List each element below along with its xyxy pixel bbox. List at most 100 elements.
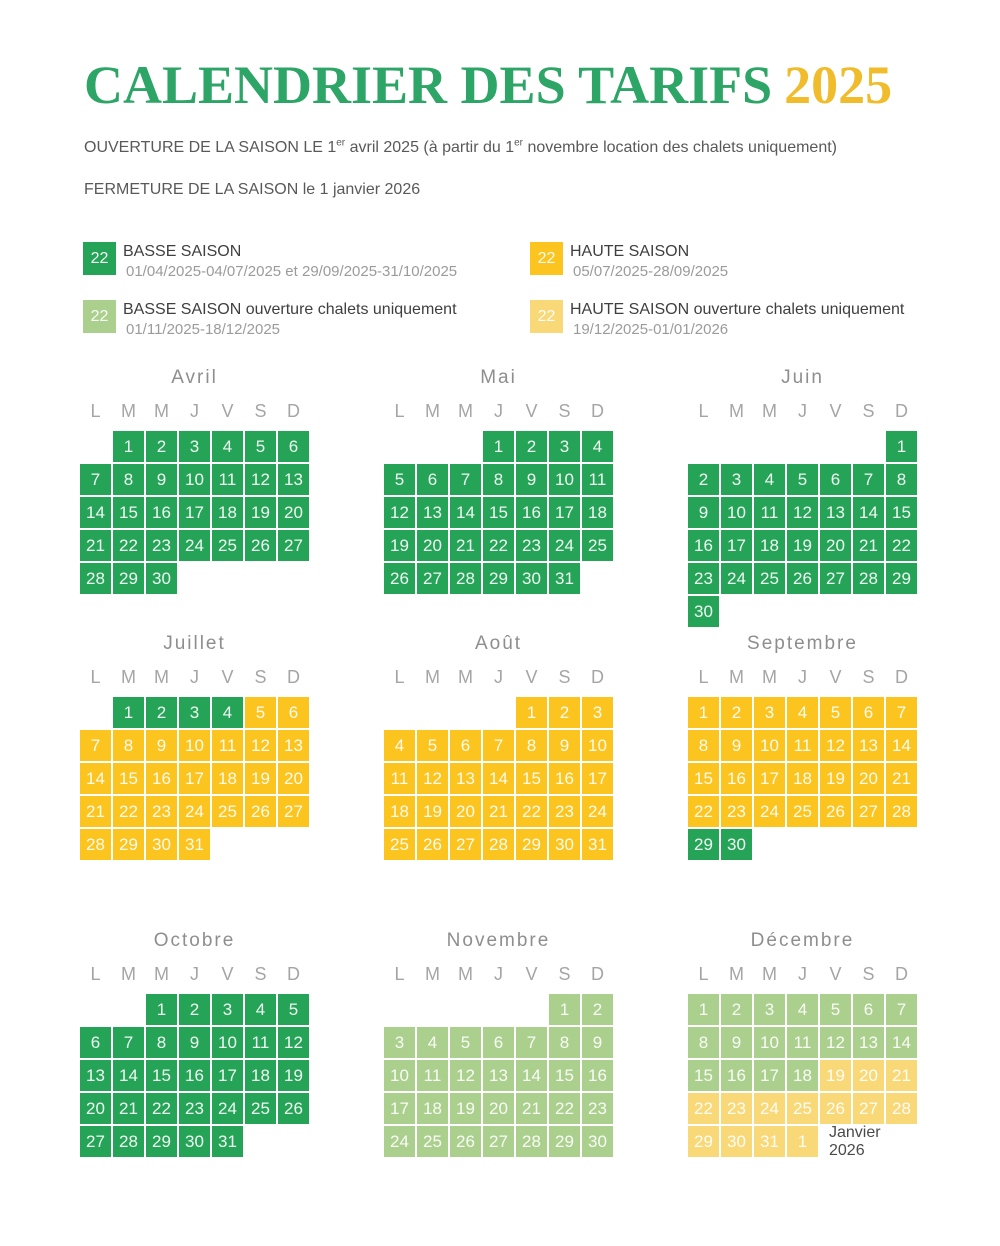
empty-cell bbox=[721, 431, 752, 462]
month-juin: Juin L M M J V S D 1 2 3 4 5 6 7 8 9 10 11 12 13 14 15 16 17 18 19… bbox=[688, 367, 917, 627]
weekday-letter: M bbox=[154, 667, 169, 687]
day-cell: 12 bbox=[278, 1027, 309, 1058]
day-cell: 21 bbox=[450, 530, 481, 561]
day-cell: 25 bbox=[245, 1093, 276, 1124]
day-cell: 21 bbox=[113, 1093, 144, 1124]
day-cell: 9 bbox=[179, 1027, 210, 1058]
empty-cell bbox=[582, 563, 613, 594]
empty-cell bbox=[278, 563, 309, 594]
day-cell: 25 bbox=[212, 530, 243, 561]
day-cell: 31 bbox=[754, 1126, 785, 1157]
day-cell: 6 bbox=[450, 730, 481, 761]
day-cell: 28 bbox=[113, 1126, 144, 1157]
day-cell: 14 bbox=[113, 1060, 144, 1091]
day-cell: 16 bbox=[146, 497, 177, 528]
day-cell: 13 bbox=[853, 730, 884, 761]
day-cell: 18 bbox=[787, 1060, 818, 1091]
day-cell: 2 bbox=[179, 994, 210, 1025]
weekday-letter: M bbox=[121, 667, 136, 687]
weekday-letter: D bbox=[591, 964, 604, 984]
weekday-letter: S bbox=[254, 964, 267, 984]
day-cell: 10 bbox=[212, 1027, 243, 1058]
day-cell: 23 bbox=[549, 796, 580, 827]
legend-dates: 05/07/2025-28/09/2025 bbox=[573, 263, 729, 280]
day-cell: 28 bbox=[450, 563, 481, 594]
day-cell: 15 bbox=[516, 763, 547, 794]
day-cell: 19 bbox=[245, 497, 276, 528]
day-cell: 11 bbox=[212, 464, 243, 495]
legend-item-hc: 22 HAUTE SAISON ouverture chalets uniquem… bbox=[530, 300, 1000, 340]
day-cell: 22 bbox=[146, 1093, 177, 1124]
weekday-letter: M bbox=[121, 964, 136, 984]
legend-item-lc: 22 BASSE SAISON ouverture chalets uniquem… bbox=[83, 300, 530, 340]
day-cell: 11 bbox=[754, 497, 785, 528]
month-septembre: Septembre L M M J V S D 1 2 3 4 5 6 7 8 9 10 11 12 13 14 15 16 1… bbox=[688, 633, 917, 860]
day-cell: 7 bbox=[483, 730, 514, 761]
weekday-letter: S bbox=[558, 667, 571, 687]
day-cell: 12 bbox=[417, 763, 448, 794]
empty-cell bbox=[483, 697, 514, 728]
day-cell: 5 bbox=[820, 697, 851, 728]
weekday-letter: L bbox=[394, 964, 405, 984]
day-cell: 9 bbox=[549, 730, 580, 761]
day-cell: 29 bbox=[113, 829, 144, 860]
day-cell: 9 bbox=[688, 497, 719, 528]
day-cell: 22 bbox=[483, 530, 514, 561]
day-cell: 8 bbox=[886, 464, 917, 495]
day-cell: 15 bbox=[886, 497, 917, 528]
months-grid: Avril L M M J V S D 1 2 3 4 5 6 7 8 9 10 11 12 13 14 15 16 17 18 1… bbox=[80, 367, 1000, 1159]
day-cell: 11 bbox=[582, 464, 613, 495]
empty-cell bbox=[417, 697, 448, 728]
legend-swatch: 22 bbox=[83, 242, 116, 275]
day-cell: 4 bbox=[787, 994, 818, 1025]
legend-label: BASSE SAISON ouverture chalets uniquemen… bbox=[123, 301, 457, 318]
day-cell: 6 bbox=[483, 1027, 514, 1058]
day-cell: 27 bbox=[820, 563, 851, 594]
weekday-letter: S bbox=[254, 401, 267, 421]
day-cell: 23 bbox=[582, 1093, 613, 1124]
day-cell: 8 bbox=[146, 1027, 177, 1058]
months-row-2: Juillet L M M J V S D 1 2 3 4 5 6 7 8 9 10 11 12 13 14 15 16 17 1… bbox=[80, 633, 1000, 860]
month-grid: 1 2 3 4 5 6 7 8 9 10 11 12 13 14 15 16 17 18 19 20 21 22 23 24 2… bbox=[80, 431, 309, 594]
day-cell: 29 bbox=[549, 1126, 580, 1157]
day-cell: 29 bbox=[516, 829, 547, 860]
day-cell: 17 bbox=[179, 497, 210, 528]
month-mai: Mai L M M J V S D 1 2 3 4 5 6 7 8 9 10 11 12 13 14 15 16 17 18 19 2… bbox=[384, 367, 613, 594]
day-cell: 17 bbox=[754, 1060, 785, 1091]
day-cell: 7 bbox=[886, 697, 917, 728]
month-octobre: Octobre L M M J V S D 1 2 3 4 5 6 7 8 9 10 11 12 13 14 15 16 17 1… bbox=[80, 930, 309, 1157]
month-title: Juillet bbox=[163, 633, 226, 654]
day-cell: 28 bbox=[516, 1126, 547, 1157]
month-grid: 1 2 3 4 5 6 7 8 9 10 11 12 13 14 15 16 17 18 19 20 21 22 23 24 2… bbox=[688, 431, 917, 627]
day-cell: 2 bbox=[721, 994, 752, 1025]
day-cell: 13 bbox=[450, 763, 481, 794]
day-cell: 16 bbox=[146, 763, 177, 794]
day-cell: 13 bbox=[80, 1060, 111, 1091]
page-title: CALENDRIER DES TARIFS 2025 bbox=[84, 58, 1000, 112]
day-cell: 14 bbox=[80, 497, 111, 528]
day-cell: 9 bbox=[146, 464, 177, 495]
day-cell: 6 bbox=[820, 464, 851, 495]
weekday-letter: L bbox=[698, 964, 709, 984]
day-cell: 23 bbox=[516, 530, 547, 561]
day-cell: 11 bbox=[417, 1060, 448, 1091]
day-cell: 25 bbox=[212, 796, 243, 827]
weekday-letter: D bbox=[895, 401, 908, 421]
day-cell: 19 bbox=[450, 1093, 481, 1124]
empty-cell bbox=[853, 431, 884, 462]
empty-cell bbox=[113, 994, 144, 1025]
empty-cell bbox=[245, 563, 276, 594]
day-cell: 16 bbox=[721, 763, 752, 794]
month-grid: 1 2 3 4 5 6 7 8 9 10 11 12 13 14 15 16 17 18 19 20 21 22 23 24 2… bbox=[384, 697, 613, 860]
empty-cell bbox=[278, 829, 309, 860]
day-cell: 3 bbox=[754, 994, 785, 1025]
january-note: Janvier 2026 bbox=[829, 1123, 881, 1159]
day-cell: 15 bbox=[483, 497, 514, 528]
day-cell: 18 bbox=[212, 763, 243, 794]
month-title: Décembre bbox=[750, 930, 855, 951]
subtitle-closing: FERMETURE DE LA SAISON le 1 janvier 2026 bbox=[84, 181, 421, 198]
